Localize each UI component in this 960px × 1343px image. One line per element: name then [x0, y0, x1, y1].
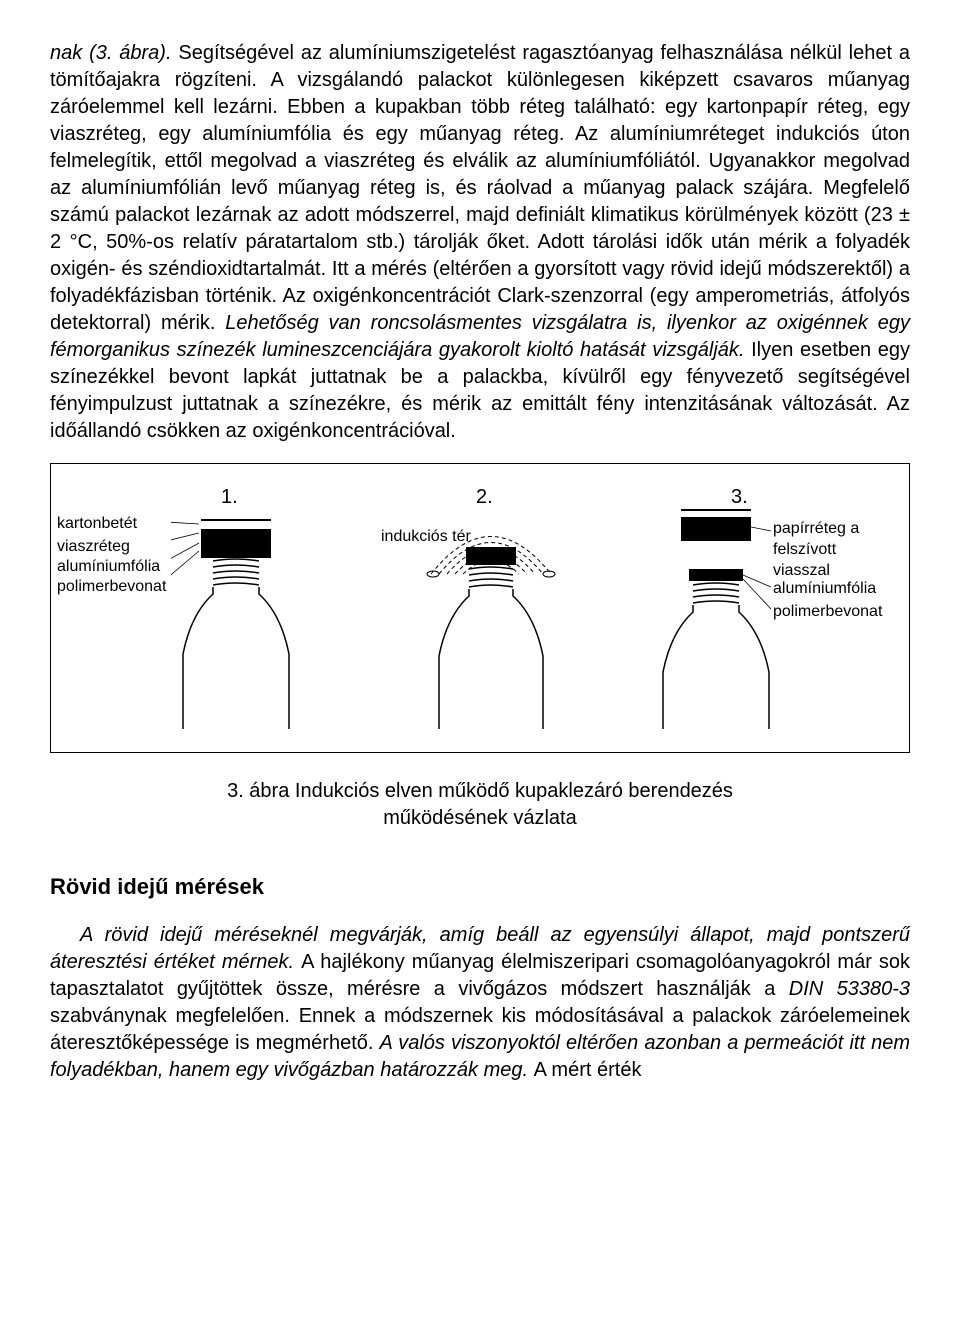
bottle-3-icon [651, 509, 781, 729]
bottle-1-icon [171, 519, 301, 729]
figure-3-box: 1. 2. 3. kartonbetét viaszréteg alumíniu… [50, 463, 910, 753]
para1-part1: nak (3. ábra). [50, 42, 178, 64]
label-viaszreteg: viaszréteg [57, 537, 130, 558]
label-kartonbetet: kartonbetét [57, 514, 137, 535]
main-paragraph-2: A rövid idejű méréseknél megvárják, amíg… [50, 922, 910, 1084]
stage-2-label: 2. [476, 484, 493, 511]
figure-3-caption: 3. ábra Indukciós elven működő kupaklezá… [50, 778, 910, 832]
stage-1-label: 1. [221, 484, 238, 511]
main-paragraph-1: nak (3. ábra). Segítségével az alumínium… [50, 40, 910, 445]
section-heading-rovid: Rövid idejű mérések [50, 872, 910, 902]
label-aluminiumfolia-right: alumíniumfólia [773, 579, 876, 600]
caption-line1: 3. ábra Indukciós elven működő kupaklezá… [227, 780, 733, 802]
stage-3-label: 3. [731, 484, 748, 511]
para2-part3: DIN 53380-3 [789, 978, 910, 1000]
para2-part6: A mért érték [534, 1059, 642, 1081]
label-polimerbevonat-left: polimerbevonat [57, 577, 166, 598]
bottle-2-icon [411, 519, 571, 729]
label-polimerbevonat-right: polimerbevonat [773, 602, 882, 623]
para1-part2: Segítségével az alumíniumszigetelést rag… [50, 42, 910, 334]
label-aluminiumfolia-left: alumíniumfólia [57, 557, 160, 578]
caption-line2: működésének vázlata [383, 807, 576, 829]
label-papirreteg: papírréteg a felszívott viasszal [773, 519, 893, 581]
